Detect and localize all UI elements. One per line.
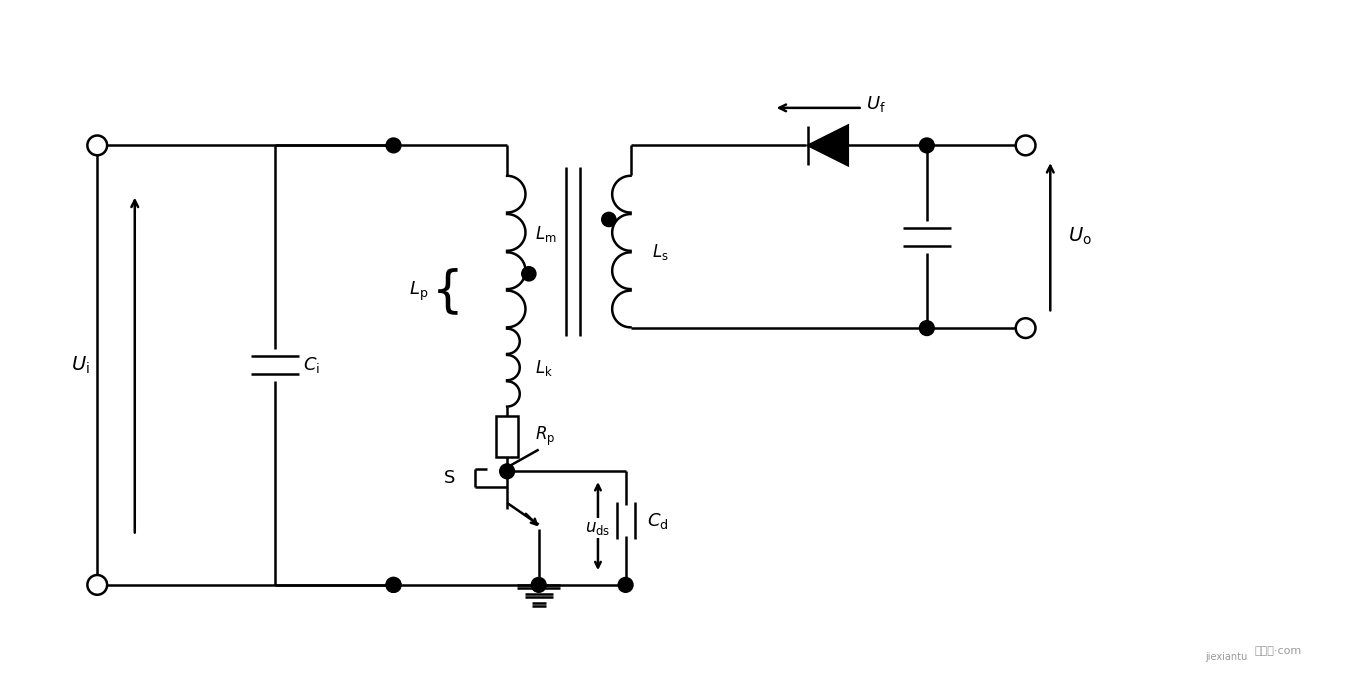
Circle shape (88, 135, 107, 155)
Text: $L_\mathrm{k}$: $L_\mathrm{k}$ (534, 357, 553, 378)
Circle shape (920, 138, 935, 153)
Circle shape (522, 267, 536, 281)
Bar (496, 416, 518, 458)
Text: $u_\mathrm{ds}$: $u_\mathrm{ds}$ (585, 519, 611, 537)
Circle shape (618, 577, 633, 592)
Text: $U_\mathrm{i}$: $U_\mathrm{i}$ (70, 355, 89, 376)
Text: $C_\mathrm{i}$: $C_\mathrm{i}$ (302, 355, 320, 375)
Text: 桂线图·com: 桂线图·com (1255, 646, 1302, 656)
Text: $L_\mathrm{p}$: $L_\mathrm{p}$ (409, 279, 428, 303)
Circle shape (532, 577, 546, 592)
Text: $L_\mathrm{s}$: $L_\mathrm{s}$ (653, 242, 669, 262)
Text: $R_\mathrm{p}$: $R_\mathrm{p}$ (534, 425, 554, 448)
Polygon shape (808, 126, 847, 165)
Circle shape (1016, 318, 1036, 338)
Text: $U_\mathrm{o}$: $U_\mathrm{o}$ (1068, 226, 1091, 248)
Circle shape (920, 321, 935, 336)
Circle shape (602, 213, 616, 227)
Circle shape (499, 464, 514, 479)
Text: {: { (432, 267, 464, 315)
Text: S: S (444, 469, 456, 487)
Circle shape (386, 577, 401, 592)
Text: $U_\mathrm{f}$: $U_\mathrm{f}$ (866, 94, 885, 114)
Circle shape (1016, 135, 1036, 155)
Circle shape (88, 575, 107, 595)
Text: $L_\mathrm{m}$: $L_\mathrm{m}$ (534, 224, 556, 244)
Circle shape (386, 577, 401, 592)
Circle shape (386, 138, 401, 153)
Text: $C_\mathrm{d}$: $C_\mathrm{d}$ (648, 511, 669, 531)
Text: jiexiantu: jiexiantu (1206, 652, 1248, 662)
